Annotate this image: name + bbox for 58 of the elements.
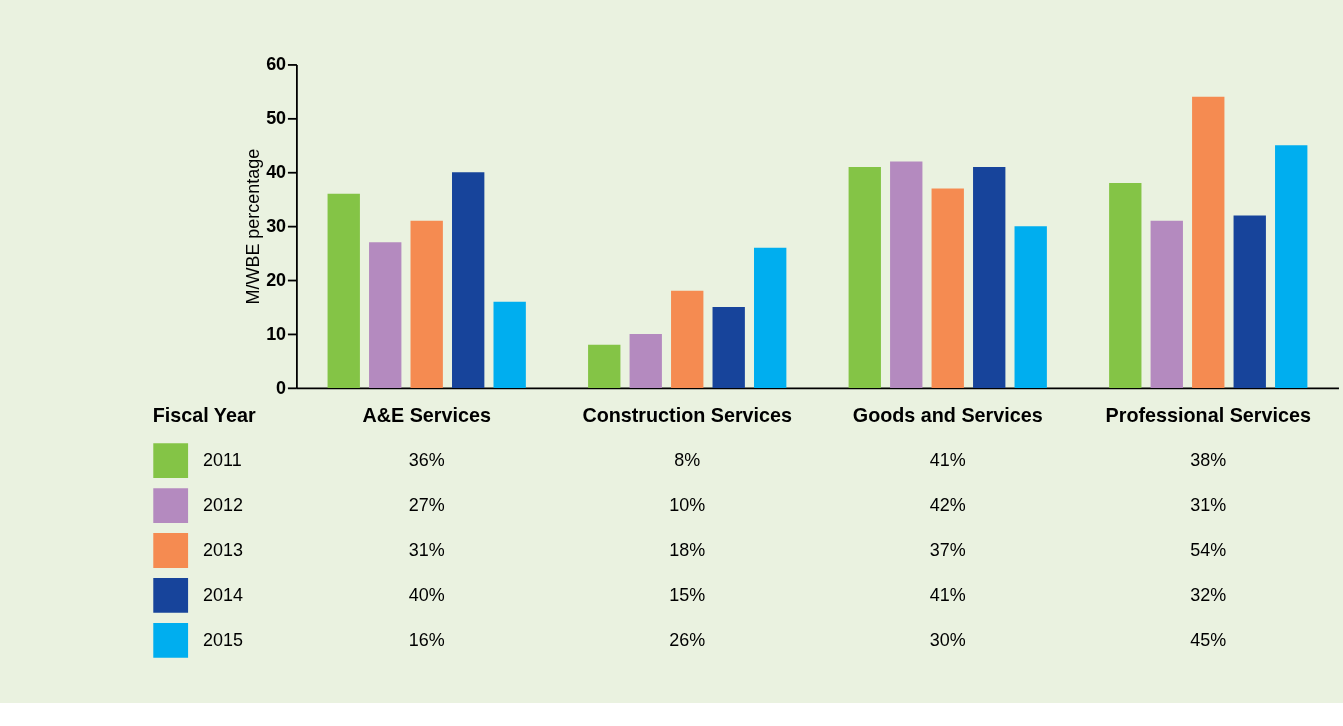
y-axis-title: M/WBE percentage (242, 148, 263, 305)
bar (848, 166, 881, 388)
legend-label: 2011 (203, 450, 242, 471)
data-label: 31% (408, 539, 445, 560)
bar (369, 242, 402, 388)
bar (1233, 215, 1266, 388)
x-tick-label: Goods and Services (852, 404, 1043, 427)
data-label: 16% (408, 629, 445, 650)
y-tick-label: 50 (266, 108, 287, 129)
data-label: 32% (1190, 584, 1227, 605)
bar (890, 161, 923, 388)
bar (588, 344, 621, 388)
data-label: 18% (669, 539, 706, 560)
legend-label: 2015 (203, 629, 243, 650)
y-tick-label: 20 (266, 269, 287, 290)
bar (1192, 96, 1225, 388)
x-tick-label: Construction Services (582, 404, 793, 427)
bar (1150, 220, 1183, 388)
y-tick-label: 10 (266, 323, 287, 344)
data-label: 8% (674, 450, 701, 471)
bar (973, 166, 1006, 388)
bar (1109, 183, 1142, 388)
bar (1275, 145, 1308, 388)
y-tick-label: 60 (266, 54, 287, 75)
data-label: 37% (929, 539, 966, 560)
bar (712, 307, 745, 388)
bar (671, 290, 704, 388)
data-label: 41% (929, 450, 966, 471)
data-label: 42% (929, 494, 966, 515)
data-label: 36% (408, 450, 445, 471)
data-label: 31% (1190, 494, 1227, 515)
bar (1014, 226, 1047, 388)
bar (754, 247, 787, 388)
data-label: 30% (929, 629, 966, 650)
data-label: 15% (669, 584, 706, 605)
bar (410, 220, 443, 388)
y-tick-label: 0 (276, 377, 287, 398)
data-label: 10% (669, 494, 706, 515)
data-label: 40% (408, 584, 445, 605)
legend-label: 2013 (203, 539, 243, 560)
bar (629, 333, 662, 388)
bar (452, 172, 485, 388)
data-label: 26% (669, 629, 706, 650)
y-tick-label: 30 (266, 216, 287, 237)
data-label: 27% (408, 494, 445, 515)
data-label: 45% (1190, 629, 1227, 650)
data-label: 38% (1190, 450, 1227, 471)
bar (327, 193, 360, 388)
bar (931, 188, 964, 388)
data-label: 41% (929, 584, 966, 605)
legend-title: Fiscal Year (152, 404, 256, 427)
data-label: 54% (1190, 539, 1227, 560)
legend-label: 2012 (203, 494, 243, 515)
x-tick-label: Professional Services (1105, 404, 1311, 427)
y-tick-label: 40 (266, 162, 287, 183)
x-tick-label: A&E Services (362, 404, 491, 427)
legend-label: 2014 (203, 584, 243, 605)
bar (493, 301, 526, 388)
